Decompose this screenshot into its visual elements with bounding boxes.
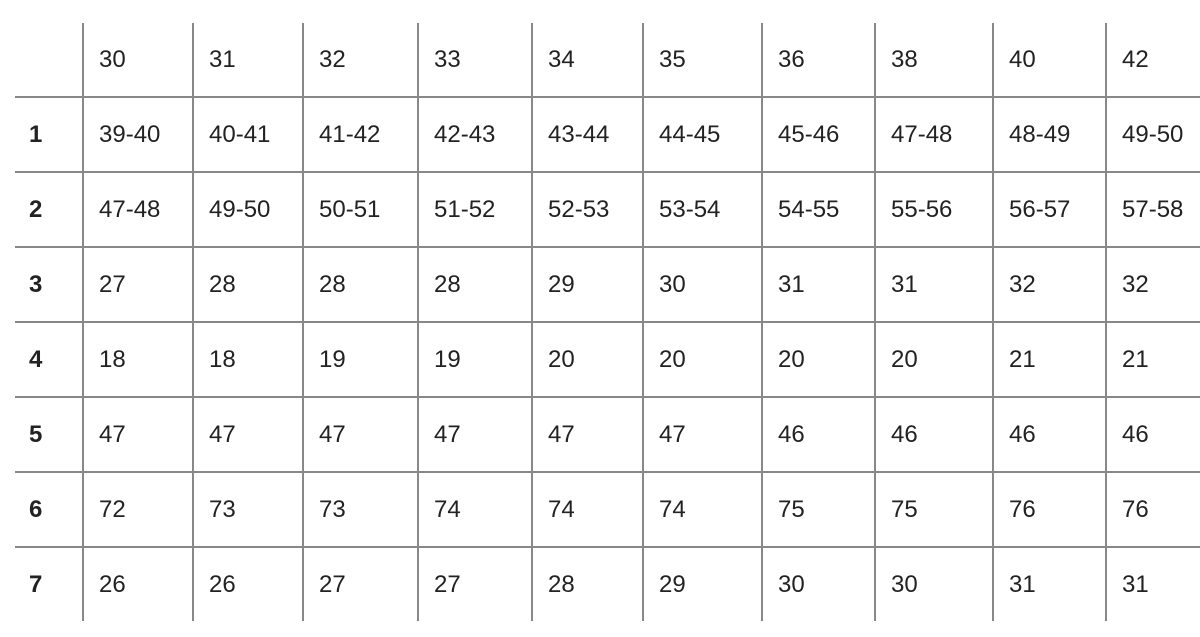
size-header-cell: 30 — [82, 23, 193, 97]
table-cell: 48-49 — [992, 97, 1106, 172]
table-cell: 27 — [302, 547, 418, 621]
header-row: 30 31 32 33 34 35 36 38 40 42 — [15, 23, 1200, 97]
table-cell: 47 — [417, 397, 532, 472]
corner-cell — [15, 23, 83, 97]
table-cell: 46 — [1105, 397, 1200, 472]
table-cell: 74 — [642, 472, 762, 547]
size-chart-table: 30 31 32 33 34 35 36 38 40 42 1 39-40 40-41 41-42 42-4… — [15, 23, 1200, 621]
table-cell: 28 — [531, 547, 643, 621]
table-cell: 45-46 — [761, 97, 875, 172]
row-label: 7 — [29, 570, 43, 598]
table-cell: 39-40 — [82, 97, 193, 172]
table-cell: 47 — [302, 397, 418, 472]
table-cell: 20 — [531, 322, 643, 397]
table-cell: 31 — [874, 247, 993, 322]
table-cell: 18 — [192, 322, 303, 397]
table-cell: 76 — [992, 472, 1106, 547]
table-cell: 44-45 — [642, 97, 762, 172]
table-cell: 19 — [302, 322, 418, 397]
size-header-cell: 40 — [992, 23, 1106, 97]
table-cell: 30 — [642, 247, 762, 322]
table-cell: 20 — [874, 322, 993, 397]
row-label: 4 — [29, 345, 43, 373]
table-cell: 74 — [417, 472, 532, 547]
table-cell: 28 — [302, 247, 418, 322]
table-cell: 20 — [642, 322, 762, 397]
table-cell: 47 — [82, 397, 193, 472]
table-row: 3 27 28 28 28 29 30 31 31 32 32 — [15, 247, 1200, 322]
table-cell: 28 — [417, 247, 532, 322]
table-cell: 74 — [531, 472, 643, 547]
table-cell: 32 — [992, 247, 1106, 322]
table-cell: 75 — [761, 472, 875, 547]
table-cell: 76 — [1105, 472, 1200, 547]
table-cell: 29 — [531, 247, 643, 322]
table-cell: 19 — [417, 322, 532, 397]
table-cell: 57-58 — [1105, 172, 1200, 247]
table-cell: 28 — [192, 247, 303, 322]
table-cell: 40-41 — [192, 97, 303, 172]
size-header-cell: 38 — [874, 23, 993, 97]
table-cell: 27 — [417, 547, 532, 621]
table-cell: 73 — [192, 472, 303, 547]
table-cell: 47-48 — [874, 97, 993, 172]
table-cell: 72 — [82, 472, 193, 547]
table-cell: 21 — [992, 322, 1106, 397]
size-header-cell: 31 — [192, 23, 303, 97]
size-header-cell: 33 — [417, 23, 532, 97]
table-cell: 52-53 — [531, 172, 643, 247]
table-cell: 20 — [761, 322, 875, 397]
size-header-cell: 35 — [642, 23, 762, 97]
row-label: 5 — [29, 420, 43, 448]
table-cell: 55-56 — [874, 172, 993, 247]
table-cell: 73 — [302, 472, 418, 547]
size-header-cell: 36 — [761, 23, 875, 97]
table-cell: 26 — [192, 547, 303, 621]
table-cell: 41-42 — [302, 97, 418, 172]
table-cell: 47 — [642, 397, 762, 472]
table-cell: 54-55 — [761, 172, 875, 247]
table-row: 2 47-48 49-50 50-51 51-52 52-53 53-54 54-55 55-5… — [15, 172, 1200, 247]
table-row: 7 26 26 27 27 28 29 30 30 31 31 — [15, 547, 1200, 621]
row-label: 1 — [29, 120, 43, 148]
table-cell: 31 — [761, 247, 875, 322]
table-cell: 30 — [761, 547, 875, 621]
table-cell: 49-50 — [192, 172, 303, 247]
table-row: 4 18 18 19 19 20 20 20 20 21 21 — [15, 322, 1200, 397]
row-label: 3 — [29, 270, 43, 298]
table-row: 5 47 47 47 47 47 47 46 46 46 46 — [15, 397, 1200, 472]
size-header-cell: 34 — [531, 23, 643, 97]
table-cell: 32 — [1105, 247, 1200, 322]
size-header-cell: 32 — [302, 23, 418, 97]
table-cell: 75 — [874, 472, 993, 547]
table-cell: 50-51 — [302, 172, 418, 247]
table-cell: 29 — [642, 547, 762, 621]
table-cell: 18 — [82, 322, 193, 397]
table-cell: 51-52 — [417, 172, 532, 247]
size-header-cell: 42 — [1105, 23, 1200, 97]
table-cell: 46 — [992, 397, 1106, 472]
table-cell: 47 — [192, 397, 303, 472]
table-cell: 46 — [874, 397, 993, 472]
table-cell: 31 — [992, 547, 1106, 621]
row-label: 2 — [29, 195, 43, 223]
table-row: 6 72 73 73 74 74 74 75 75 76 76 — [15, 472, 1200, 547]
table-cell: 56-57 — [992, 172, 1106, 247]
table-cell: 47-48 — [82, 172, 193, 247]
table-cell: 31 — [1105, 547, 1200, 621]
table-cell: 47 — [531, 397, 643, 472]
row-label: 6 — [29, 495, 43, 523]
table-cell: 46 — [761, 397, 875, 472]
table-cell: 27 — [82, 247, 193, 322]
table-cell: 42-43 — [417, 97, 532, 172]
table-row: 1 39-40 40-41 41-42 42-43 43-44 44-45 45-46 47-4… — [15, 97, 1200, 172]
table-cell: 43-44 — [531, 97, 643, 172]
table-cell: 49-50 — [1105, 97, 1200, 172]
table-cell: 30 — [874, 547, 993, 621]
table-cell: 26 — [82, 547, 193, 621]
table-cell: 53-54 — [642, 172, 762, 247]
table-cell: 21 — [1105, 322, 1200, 397]
